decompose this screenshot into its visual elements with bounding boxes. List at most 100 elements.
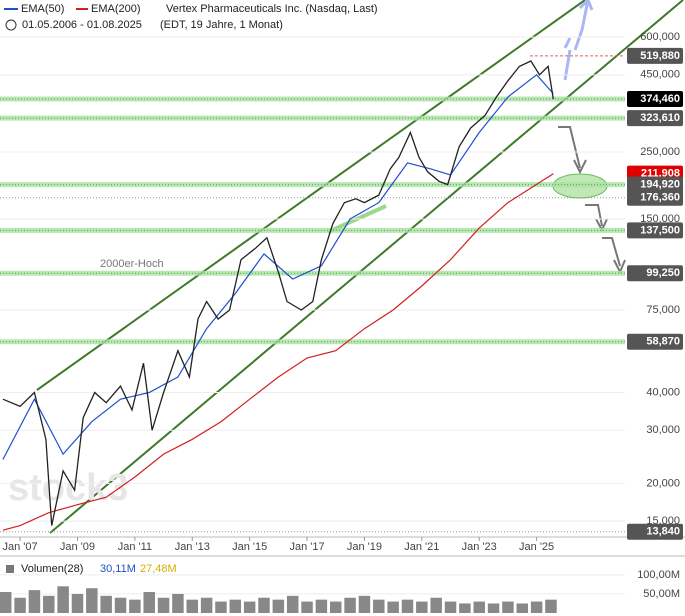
level-label: 137,500 (640, 224, 680, 236)
volume-bar (28, 590, 41, 613)
clock-icon (5, 19, 17, 31)
legend-label: EMA(200) (91, 3, 141, 15)
volume-bar (344, 597, 356, 613)
level-label: 58,870 (646, 336, 680, 348)
volume-bar (430, 597, 442, 613)
volume-bar (301, 601, 313, 613)
y-tick-label: 250,000 (640, 146, 680, 158)
panel-title: Volumen(28) (21, 563, 83, 575)
volume-bar (401, 599, 414, 613)
volume-bar (129, 599, 141, 613)
level-label: 13,840 (646, 526, 680, 538)
x-tick-label: Jan '07 (3, 541, 38, 553)
y-tick-label: 600,000 (640, 31, 680, 43)
level-label-box (627, 265, 683, 282)
volume-bar (416, 601, 428, 613)
x-tick-label: Jan '23 (462, 541, 497, 553)
volume-bar (143, 592, 155, 613)
average-label: 30,11M (100, 563, 136, 575)
x-tick-label: Jan '09 (60, 541, 95, 553)
volume-bar (330, 601, 342, 613)
volume-bar (215, 601, 227, 613)
y-tick-label: 100,00M (637, 569, 680, 581)
legend-label: EMA(50) (21, 3, 64, 15)
volume-bar (545, 599, 557, 613)
x-tick-label: Jan '21 (404, 541, 439, 553)
volume-bar (200, 597, 213, 613)
level-label: 211,908 (641, 168, 680, 180)
volume-bar (530, 601, 543, 613)
volume-bar (387, 601, 399, 613)
volume-bar (86, 588, 98, 613)
level-label: 176,360 (640, 192, 680, 204)
watermark: stock3 (8, 467, 128, 509)
volume-bar (487, 603, 500, 613)
volume-bar (286, 595, 299, 613)
level-label-box (627, 189, 683, 206)
volume-bar (229, 599, 242, 613)
x-tick-label: Jan '15 (232, 541, 267, 553)
y-tick-label: 30,000 (646, 424, 680, 436)
level-label: 519,880 (640, 50, 680, 62)
level-label: 194,920 (640, 179, 680, 191)
y-tick-label: 40,000 (646, 386, 680, 398)
down-arrow (558, 126, 587, 175)
volume-bar (358, 595, 371, 613)
level-label-box (627, 523, 683, 540)
volume-bar (186, 599, 199, 613)
y-tick-label: 150,000 (640, 213, 680, 225)
volume-bar (14, 597, 26, 613)
chart-title: Vertex Pharmaceuticals Inc. (Nasdaq, Las… (166, 3, 378, 15)
level-label: 99,250 (646, 267, 680, 279)
volume-bar (57, 586, 69, 613)
y-tick-label: 20,000 (646, 477, 680, 489)
level-label-box (627, 110, 683, 127)
volume-bar (243, 601, 256, 613)
volume-bar (473, 601, 485, 613)
volume-bar (43, 595, 55, 613)
x-tick-label: Jan '17 (289, 541, 324, 553)
annotation: 2000er-Hoch (100, 258, 164, 270)
volume-bar (258, 597, 270, 613)
x-tick-label: Jan '25 (519, 541, 554, 553)
volume-bar (459, 603, 471, 613)
channel-lower (49, 0, 684, 534)
level-label: 374,460 (640, 93, 680, 105)
level-label-box (627, 176, 683, 193)
volume-bar (114, 597, 127, 613)
price-line (2, 60, 554, 526)
volume-bar (373, 599, 385, 613)
x-tick-label: Jan '13 (175, 541, 210, 553)
volume-bar (100, 595, 112, 613)
volume-bar (444, 601, 457, 613)
y-tick-label: 50,00M (643, 588, 680, 600)
ema-line (2, 73, 554, 460)
volume-bar (172, 593, 184, 613)
volume-bar (71, 593, 84, 613)
volume-bar (272, 599, 285, 613)
icon (6, 565, 14, 573)
x-tick-label: Jan '11 (118, 541, 152, 553)
average-label: 27,48M (140, 563, 177, 575)
level-label: 323,610 (640, 112, 680, 124)
y-tick-label: 450,000 (640, 69, 680, 81)
up-arrow (563, 0, 594, 81)
header: EMA(50) EMA(200) Vertex Pharmaceuticals … (4, 3, 378, 31)
volume-bar (516, 603, 529, 613)
volume-bar (0, 592, 12, 613)
y-tick-label: 75,000 (646, 304, 680, 316)
x-tick-label: Jan '19 (347, 541, 382, 553)
date-range: 01.05.2006 - 01.08.2025 (22, 19, 142, 31)
level-label-box (627, 222, 683, 239)
channel-upper (36, 0, 586, 391)
level-label-box (627, 333, 683, 350)
level-label-box (627, 47, 683, 64)
volume-bar (157, 597, 170, 613)
level-label-box (627, 90, 683, 107)
ema-line (2, 173, 554, 531)
volume-bar (315, 599, 328, 613)
volume-bar (502, 601, 514, 613)
chart-note: (EDT, 19 Jahre, 1 Monat) (160, 19, 283, 31)
